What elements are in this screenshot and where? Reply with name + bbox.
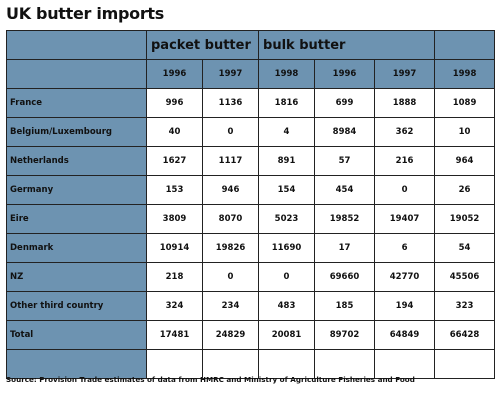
table-row: Belgium/Luxembourg 40 0 4 8984 362 10: [6, 117, 496, 147]
data-cell: 64849: [374, 320, 436, 350]
data-cell: 54: [434, 233, 496, 263]
empty-cell: [314, 349, 376, 379]
row-label: NZ: [6, 262, 147, 292]
data-cell: 10: [434, 117, 496, 147]
year-header: 1998: [434, 59, 496, 89]
data-cell: 1627: [146, 146, 203, 176]
empty-cell: [434, 349, 496, 379]
data-cell: 1136: [201, 88, 260, 118]
data-cell: 323: [434, 291, 496, 321]
data-cell: 26: [434, 175, 496, 205]
year-header: 1998: [258, 59, 316, 89]
data-cell: 3809: [146, 204, 203, 234]
data-cell: 1888: [374, 88, 436, 118]
data-cell: 153: [146, 175, 203, 205]
data-cell: 89702: [314, 320, 376, 350]
data-cell: 216: [374, 146, 436, 176]
data-cell: 40: [146, 117, 203, 147]
table-row: Netherlands 1627 1117 891 57 216 964: [6, 146, 496, 176]
data-cell: 454: [314, 175, 376, 205]
year-header: 1997: [201, 59, 260, 89]
group-packet-butter: packet butter: [145, 30, 260, 60]
table-row: Total 17481 24829 20081 89702 64849 66428: [6, 320, 496, 350]
year-header: 1996: [314, 59, 376, 89]
data-cell: 996: [146, 88, 203, 118]
data-cell: 0: [201, 117, 260, 147]
data-cell: 6: [374, 233, 436, 263]
data-cell: 4: [258, 117, 316, 147]
data-cell: 362: [374, 117, 436, 147]
data-cell: 218: [146, 262, 203, 292]
data-cell: 0: [201, 262, 260, 292]
row-label: Germany: [6, 175, 147, 205]
data-cell: 11690: [258, 233, 316, 263]
corner-cell: [6, 30, 147, 60]
chart-title: UK butter imports: [6, 4, 164, 23]
row-label: Eire: [6, 204, 147, 234]
table-row: Eire 3809 8070 5023 19852 19407 19052: [6, 204, 496, 234]
data-cell: 1816: [258, 88, 316, 118]
data-cell: 5023: [258, 204, 316, 234]
data-cell: 19826: [201, 233, 260, 263]
table-row: NZ 218 0 0 69660 42770 45506: [6, 262, 496, 292]
imports-table: packet butter bulk butter 1996 1997 1998…: [6, 30, 496, 379]
data-cell: 946: [201, 175, 260, 205]
data-cell: 194: [374, 291, 436, 321]
data-cell: 1117: [201, 146, 260, 176]
data-cell: 69660: [314, 262, 376, 292]
empty-cell: [258, 349, 316, 379]
data-cell: 891: [258, 146, 316, 176]
data-cell: 964: [434, 146, 496, 176]
data-cell: 19052: [434, 204, 496, 234]
data-cell: 324: [146, 291, 203, 321]
data-cell: 45506: [434, 262, 496, 292]
year-header: 1996: [146, 59, 203, 89]
data-cell: 17481: [146, 320, 203, 350]
data-cell: 1089: [434, 88, 496, 118]
source-note: Source: Provision Trade estimates of dat…: [6, 375, 415, 384]
data-cell: 66428: [434, 320, 496, 350]
table-row: Other third country 324 234 483 185 194 323: [6, 291, 496, 321]
row-label: Belgium/Luxembourg: [6, 117, 147, 147]
data-cell: 0: [258, 262, 316, 292]
empty-cell: [146, 349, 203, 379]
data-cell: 483: [258, 291, 316, 321]
data-cell: 42770: [374, 262, 436, 292]
data-cell: 19852: [314, 204, 376, 234]
data-cell: 17: [314, 233, 376, 263]
group-bulk-butter: bulk butter: [258, 30, 436, 60]
data-cell: 234: [201, 291, 260, 321]
data-cell: 10914: [146, 233, 203, 263]
data-cell: 19407: [374, 204, 436, 234]
data-cell: 8984: [314, 117, 376, 147]
year-header-row: 1996 1997 1998 1996 1997 1998: [6, 59, 496, 89]
row-label: Denmark: [6, 233, 147, 263]
row-label: France: [6, 88, 147, 118]
group-empty: [434, 30, 496, 60]
year-header: 1997: [374, 59, 436, 89]
data-cell: 699: [314, 88, 376, 118]
empty-label-cell: [6, 349, 147, 379]
empty-cell: [201, 349, 260, 379]
row-label: Total: [6, 320, 147, 350]
table-body: France 996 1136 1816 699 1888 1089 Belgium/Luxe…: [6, 88, 496, 379]
table-row: France 996 1136 1816 699 1888 1089: [6, 88, 496, 118]
table-row: Germany 153 946 154 454 0 26: [6, 175, 496, 205]
data-cell: 57: [314, 146, 376, 176]
group-header-row: packet butter bulk butter: [6, 30, 496, 60]
data-cell: 24829: [201, 320, 260, 350]
empty-row: [6, 349, 496, 379]
data-cell: 8070: [201, 204, 260, 234]
table-row: Denmark 10914 19826 11690 17 6 54: [6, 233, 496, 263]
data-cell: 0: [374, 175, 436, 205]
data-cell: 154: [258, 175, 316, 205]
empty-cell: [374, 349, 436, 379]
corner-cell-2: [6, 59, 147, 89]
row-label: Netherlands: [6, 146, 147, 176]
data-cell: 20081: [258, 320, 316, 350]
data-cell: 185: [314, 291, 376, 321]
row-label: Other third country: [6, 291, 147, 321]
